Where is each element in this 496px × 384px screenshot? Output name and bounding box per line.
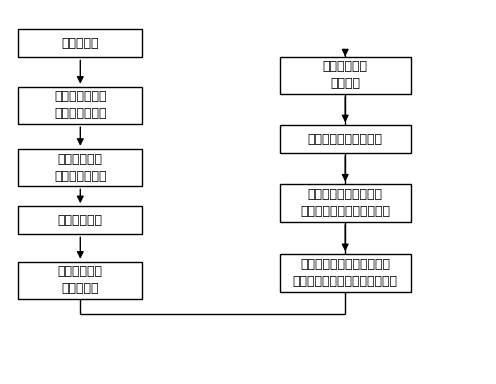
Text: 根据各转动元件的转动频率
得到齿轮箱中各齿轮副啮合频率: 根据各转动元件的转动频率 得到齿轮箱中各齿轮副啮合频率 — [293, 258, 398, 288]
FancyBboxPatch shape — [280, 56, 411, 94]
FancyBboxPatch shape — [18, 149, 142, 186]
FancyBboxPatch shape — [280, 184, 411, 222]
Text: 目标齿轮箱: 目标齿轮箱 — [62, 37, 99, 50]
Text: 确定初始条件: 确定初始条件 — [58, 214, 103, 227]
FancyBboxPatch shape — [18, 262, 142, 299]
Text: 确认齿轮箱中齿
轮副类型及个数: 确认齿轮箱中齿 轮副类型及个数 — [54, 91, 107, 121]
FancyBboxPatch shape — [18, 206, 142, 234]
Text: 确定为方程组
未知数个数: 确定为方程组 未知数个数 — [58, 265, 103, 295]
Text: 确定个齿轮副
之间的连接关系: 确定个齿轮副 之间的连接关系 — [54, 152, 107, 182]
Text: 生成方程组及增广矩阵: 生成方程组及增广矩阵 — [308, 133, 383, 146]
FancyBboxPatch shape — [280, 254, 411, 292]
FancyBboxPatch shape — [280, 125, 411, 154]
FancyBboxPatch shape — [18, 87, 142, 124]
Text: 通过高斯消元法解方程
得到各转动元件的转动频率: 通过高斯消元法解方程 得到各转动元件的转动频率 — [300, 188, 390, 218]
FancyBboxPatch shape — [18, 29, 142, 58]
Text: 确定为方程组
方程个数: 确定为方程组 方程个数 — [323, 60, 368, 90]
